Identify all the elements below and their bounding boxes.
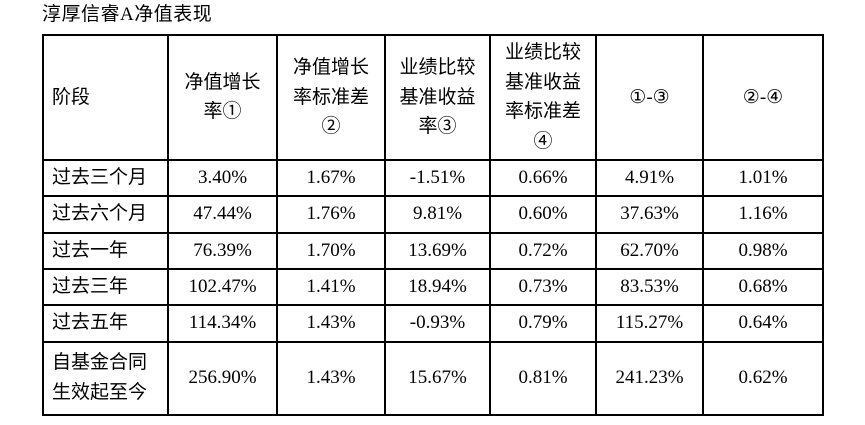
- table-row: 过去一年 76.39% 1.70% 13.69% 0.72% 62.70% 0.…: [42, 231, 824, 270]
- column-header-nav-growth-rate: 净值增长率①: [167, 33, 278, 161]
- table-row: 过去三个月 3.40% 1.67% -1.51% 0.66% 4.91% 1.0…: [42, 158, 824, 198]
- period-cell: 自基金合同生效起至今: [42, 340, 169, 416]
- value-cell: 114.34%: [167, 304, 278, 343]
- value-cell: 115.27%: [595, 304, 704, 343]
- value-cell: 13.69%: [384, 231, 491, 270]
- period-cell: 过去一年: [42, 231, 169, 270]
- table-header-row: 阶段 净值增长率① 净值增长率标准差② 业绩比较基准收益率③ 业绩比较基准收益率…: [42, 33, 824, 161]
- value-cell: 3.40%: [167, 158, 278, 198]
- value-cell: 0.64%: [702, 304, 824, 343]
- value-cell: 1.01%: [702, 158, 824, 198]
- value-cell: 1.41%: [276, 267, 386, 307]
- value-cell: 1.76%: [276, 195, 386, 234]
- period-cell: 过去六个月: [42, 195, 169, 234]
- value-cell: 102.47%: [167, 267, 278, 307]
- value-cell: -1.51%: [384, 158, 491, 198]
- value-cell: 9.81%: [384, 195, 491, 234]
- value-cell: 1.70%: [276, 231, 386, 270]
- value-cell: 62.70%: [595, 231, 704, 270]
- period-cell: 过去三年: [42, 267, 169, 307]
- period-cell: 过去五年: [42, 304, 169, 343]
- value-cell: 15.67%: [384, 340, 491, 416]
- value-cell: 18.94%: [384, 267, 491, 307]
- column-header-nav-growth-stdev: 净值增长率标准差②: [276, 33, 386, 161]
- table-row: 过去六个月 47.44% 1.76% 9.81% 0.60% 37.63% 1.…: [42, 195, 824, 234]
- value-cell: 0.66%: [489, 158, 597, 198]
- column-header-benchmark-return: 业绩比较基准收益率③: [384, 33, 491, 161]
- table-row: 自基金合同生效起至今 256.90% 1.43% 15.67% 0.81% 24…: [42, 340, 824, 416]
- value-cell: 76.39%: [167, 231, 278, 270]
- value-cell: -0.93%: [384, 304, 491, 343]
- value-cell: 47.44%: [167, 195, 278, 234]
- page-title: 淳厚信睿A净值表现: [42, 4, 213, 25]
- performance-table: 阶段 净值增长率① 净值增长率标准差② 业绩比较基准收益率③ 业绩比较基准收益率…: [42, 33, 824, 416]
- value-cell: 1.67%: [276, 158, 386, 198]
- value-cell: 37.63%: [595, 195, 704, 234]
- value-cell: 0.98%: [702, 231, 824, 270]
- value-cell: 0.60%: [489, 195, 597, 234]
- column-header-diff-2-4: ②-④: [702, 33, 824, 161]
- column-header-period: 阶段: [42, 33, 169, 161]
- value-cell: 4.91%: [595, 158, 704, 198]
- period-cell: 过去三个月: [42, 158, 169, 198]
- value-cell: 256.90%: [167, 340, 278, 416]
- value-cell: 83.53%: [595, 267, 704, 307]
- value-cell: 1.43%: [276, 304, 386, 343]
- value-cell: 0.73%: [489, 267, 597, 307]
- value-cell: 1.43%: [276, 340, 386, 416]
- value-cell: 1.16%: [702, 195, 824, 234]
- table-row: 过去五年 114.34% 1.43% -0.93% 0.79% 115.27% …: [42, 304, 824, 343]
- value-cell: 241.23%: [595, 340, 704, 416]
- column-header-diff-1-3: ①-③: [595, 33, 704, 161]
- value-cell: 0.81%: [489, 340, 597, 416]
- value-cell: 0.68%: [702, 267, 824, 307]
- table-row: 过去三年 102.47% 1.41% 18.94% 0.73% 83.53% 0…: [42, 267, 824, 307]
- value-cell: 0.62%: [702, 340, 824, 416]
- value-cell: 0.79%: [489, 304, 597, 343]
- document-page: 淳厚信睿A净值表现 阶段 净值增长率① 净值增长率标准差② 业绩比较基准收益率③…: [42, 4, 824, 416]
- column-header-benchmark-stdev: 业绩比较基准收益率标准差④: [489, 33, 597, 161]
- value-cell: 0.72%: [489, 231, 597, 270]
